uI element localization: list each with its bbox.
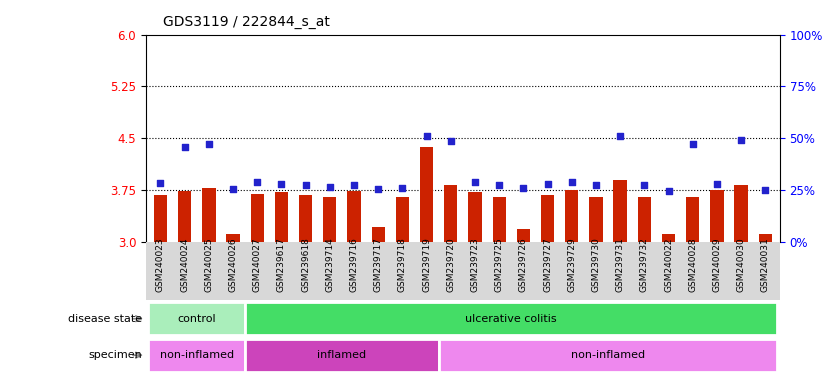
Bar (148, 302, 245, 335)
Point (444, 138, 457, 144)
Point (226, 186, 239, 192)
Bar (226, 233, 239, 242)
Point (711, 181, 724, 187)
Point (347, 182, 360, 189)
Text: specimen: specimen (88, 350, 142, 360)
Point (178, 144, 191, 150)
Bar (148, 339, 245, 372)
Text: non-inflamed: non-inflamed (571, 350, 645, 360)
Bar (250, 194, 264, 242)
Text: non-inflamed: non-inflamed (159, 350, 234, 360)
Bar (299, 195, 312, 242)
Bar (347, 191, 360, 242)
Bar (439, 339, 777, 372)
Bar (445, 185, 457, 242)
Text: control: control (178, 314, 216, 324)
Bar (202, 188, 215, 242)
Bar (153, 195, 167, 242)
Bar (469, 192, 481, 242)
Point (323, 184, 336, 190)
Point (614, 132, 627, 139)
Text: inflamed: inflamed (318, 350, 366, 360)
Point (590, 182, 603, 189)
Point (153, 180, 167, 186)
Point (638, 182, 651, 189)
Text: GDS3119 / 222844_s_at: GDS3119 / 222844_s_at (163, 15, 329, 29)
Bar (541, 195, 555, 242)
Point (735, 137, 748, 143)
Bar (371, 227, 384, 242)
Point (662, 188, 676, 194)
Point (565, 179, 579, 185)
Point (395, 185, 409, 191)
Bar (614, 180, 627, 242)
Bar (245, 339, 439, 372)
Bar (590, 197, 603, 242)
Point (371, 186, 384, 192)
Point (299, 182, 312, 189)
Point (250, 179, 264, 185)
Bar (735, 185, 748, 242)
Bar (517, 230, 530, 242)
Point (420, 132, 433, 139)
Bar (638, 197, 651, 242)
Bar (493, 197, 505, 242)
Point (759, 187, 772, 193)
Bar (420, 147, 433, 242)
Bar (245, 302, 777, 335)
Bar (759, 233, 772, 242)
Bar (274, 192, 288, 242)
Bar (178, 191, 191, 242)
Bar (711, 190, 724, 242)
Bar (396, 197, 409, 242)
Point (274, 181, 288, 187)
Point (541, 181, 555, 187)
Bar (662, 233, 676, 242)
Bar (565, 190, 579, 242)
Text: ulcerative colitis: ulcerative colitis (465, 314, 557, 324)
Text: disease state: disease state (68, 314, 142, 324)
Point (686, 141, 700, 147)
Point (469, 179, 482, 185)
Point (493, 182, 506, 189)
Point (202, 141, 215, 147)
Bar (323, 197, 336, 242)
Bar (686, 197, 700, 242)
Point (517, 185, 530, 191)
